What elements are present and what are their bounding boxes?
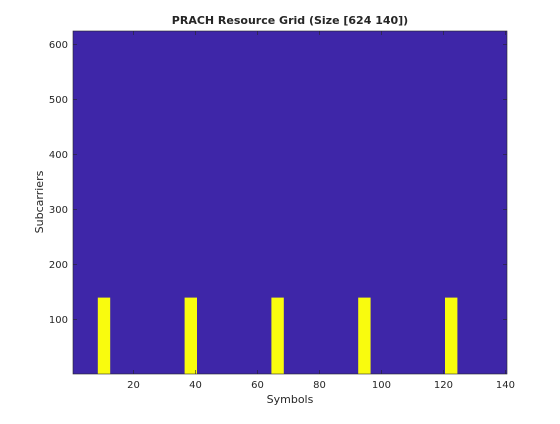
chart-title: PRACH Resource Grid (Size [624 140]) <box>172 14 408 27</box>
y-tick-label: 400 <box>49 150 68 161</box>
prach-block-3 <box>271 297 284 374</box>
y-tick-label: 500 <box>49 95 68 106</box>
y-axis-ticks: 100 200 300 400 500 600 <box>49 40 507 326</box>
prach-block-4 <box>358 297 371 374</box>
x-axis-label: Symbols <box>267 393 314 406</box>
y-tick-label: 600 <box>49 40 68 51</box>
x-tick-label: 140 <box>496 380 515 391</box>
x-tick-label: 40 <box>189 380 202 391</box>
axes-frame <box>72 30 508 375</box>
x-tick-label: 120 <box>434 380 453 391</box>
y-tick-label: 200 <box>49 260 68 271</box>
y-tick-label: 300 <box>49 205 68 216</box>
prach-block-1 <box>97 297 111 374</box>
prach-block-5 <box>445 297 458 374</box>
grid-background <box>73 31 507 374</box>
x-tick-label: 100 <box>372 380 391 391</box>
y-tick-label: 100 <box>49 315 68 326</box>
plot-area <box>72 30 508 375</box>
x-tick-label: 60 <box>251 380 264 391</box>
x-tick-label: 20 <box>127 380 140 391</box>
x-tick-label: 80 <box>313 380 326 391</box>
prach-block-2 <box>184 297 197 374</box>
y-axis-label: Subcarriers <box>33 170 46 233</box>
x-axis-ticks: 20 40 60 80 100 120 140 <box>127 31 515 391</box>
